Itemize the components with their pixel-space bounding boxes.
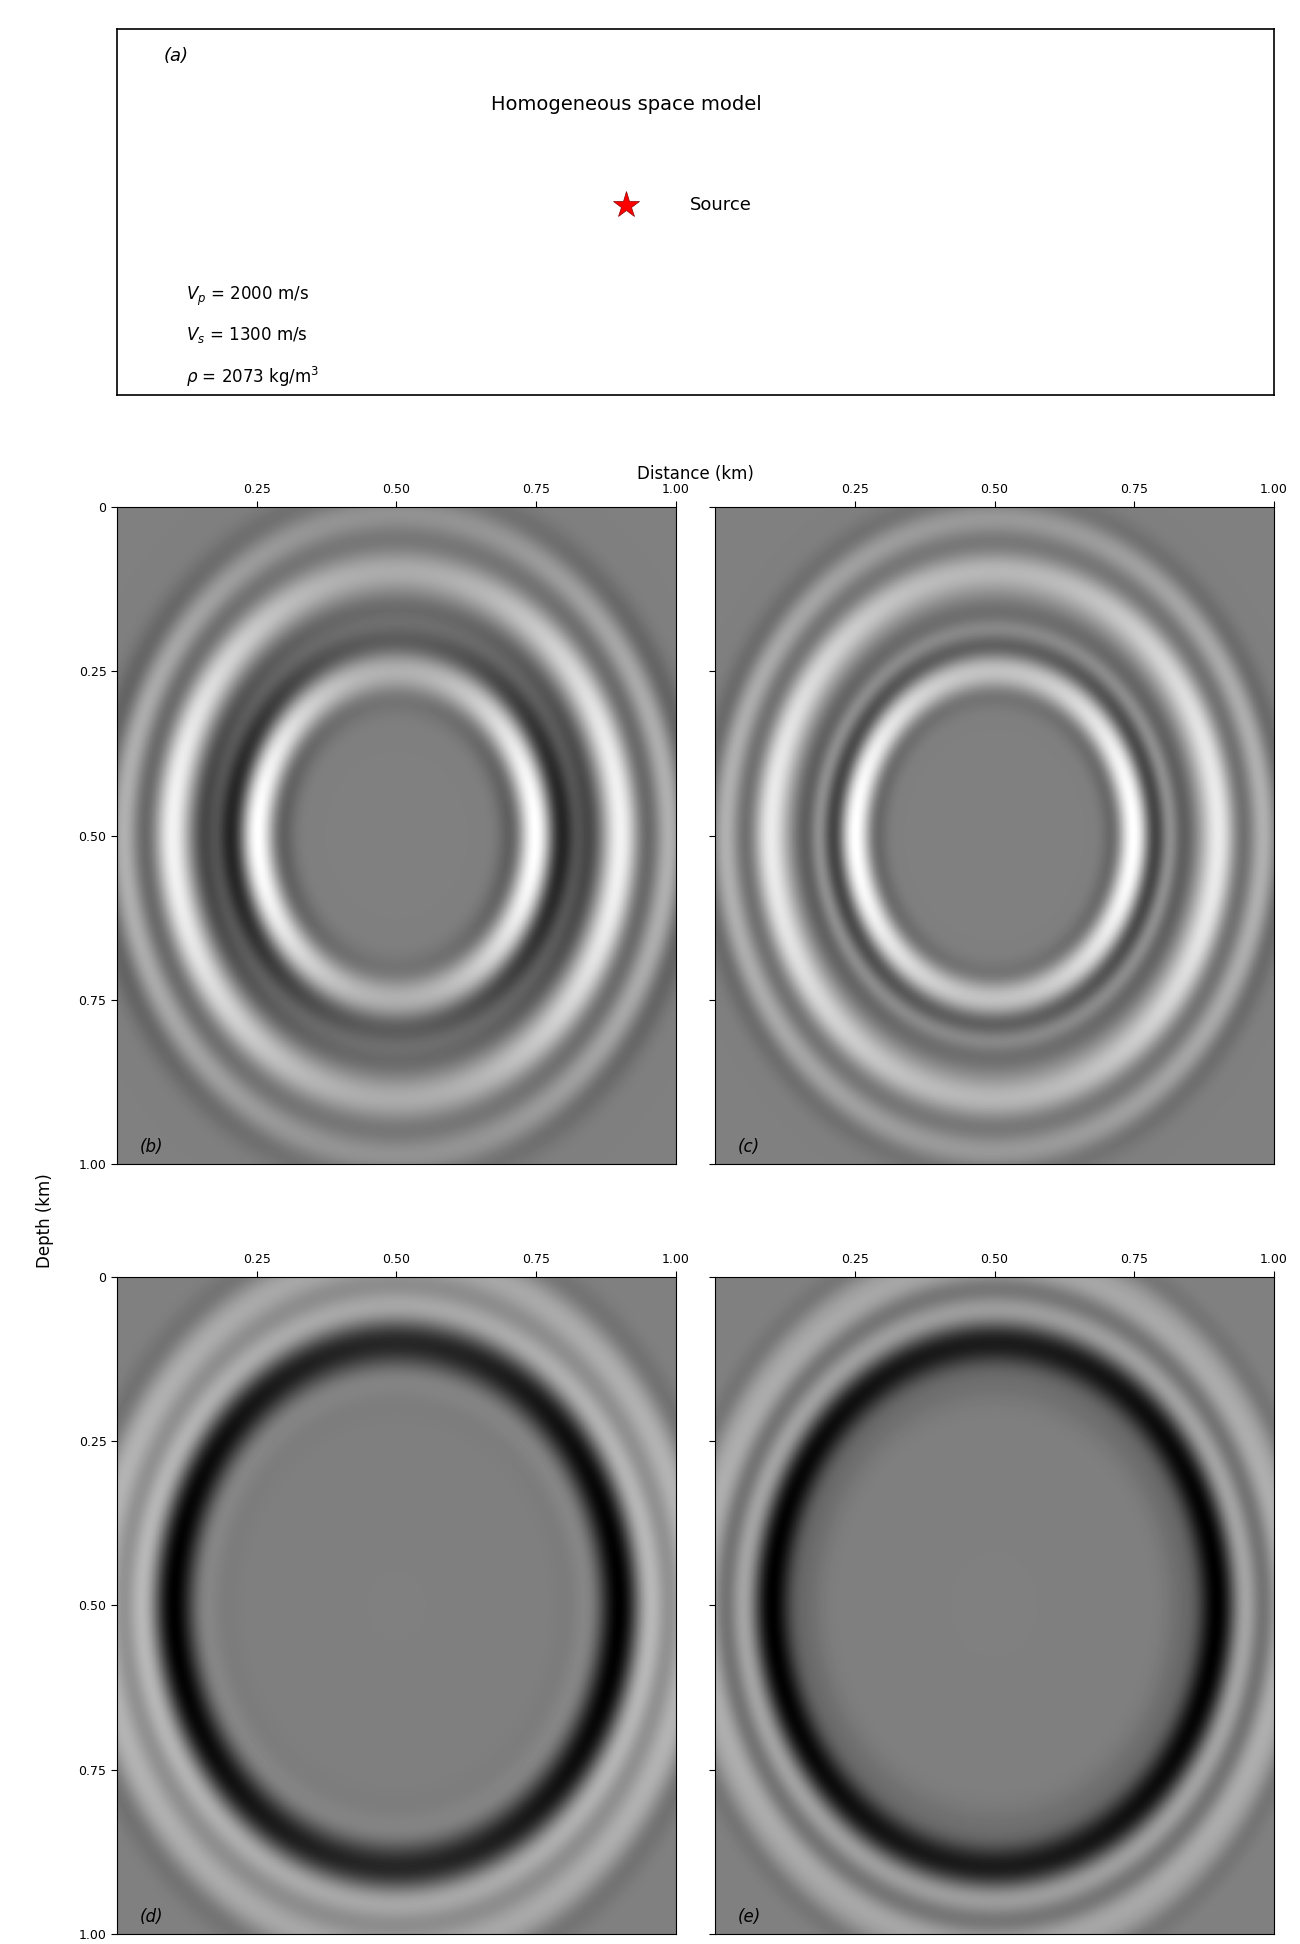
Text: $V_p$ = 2000 m/s: $V_p$ = 2000 m/s [186,286,309,309]
Text: (c): (c) [737,1137,759,1157]
Text: Depth (km): Depth (km) [36,1172,55,1267]
Text: Distance (km): Distance (km) [637,465,754,484]
Text: (e): (e) [737,1907,760,1927]
Text: Homogeneous space model: Homogeneous space model [490,95,762,115]
Text: Source: Source [690,196,751,214]
Text: $\rho$ = 2073 kg/m$^3$: $\rho$ = 2073 kg/m$^3$ [186,365,320,389]
Text: (b): (b) [139,1137,162,1157]
Text: $V_s$ = 1300 m/s: $V_s$ = 1300 m/s [186,325,308,346]
Text: (d): (d) [139,1907,162,1927]
Text: (a): (a) [164,47,188,66]
